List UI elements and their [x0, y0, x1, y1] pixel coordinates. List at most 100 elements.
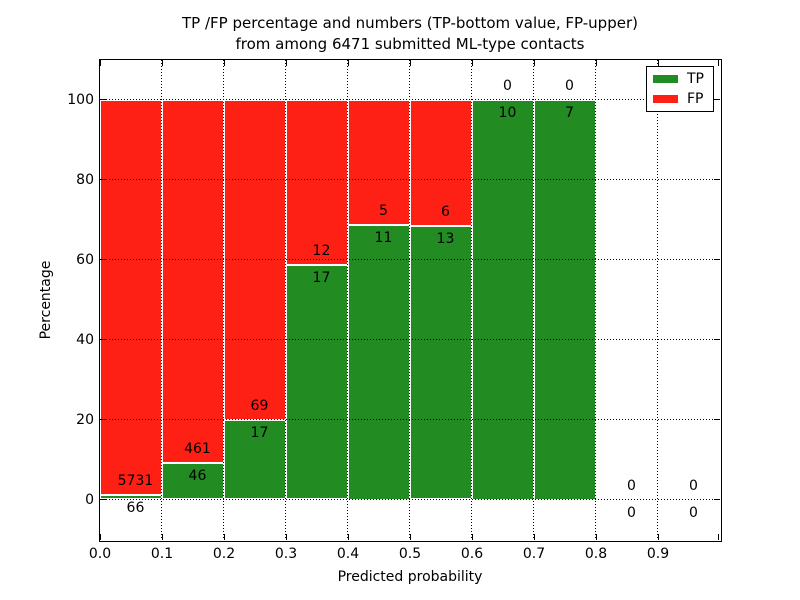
y-tick-mark	[99, 98, 106, 101]
y-tick-mark	[713, 258, 720, 261]
bar-count-label-fp: 0	[502, 77, 512, 94]
chart-title: TP /FP percentage and numbers (TP-bottom…	[182, 13, 638, 55]
gridline-vertical	[223, 59, 224, 540]
x-tick-label: 0.9	[646, 546, 670, 562]
bar-count-label-fp: 0	[564, 77, 574, 94]
x-tick-mark	[285, 533, 287, 540]
x-tick-mark	[161, 533, 163, 540]
chart-title-line2: from among 6471 submitted ML-type contac…	[235, 35, 585, 53]
bar-segment-fp	[161, 99, 224, 464]
x-tick-label: 0.7	[522, 546, 546, 562]
bar-count-label-tp: 10	[498, 104, 517, 121]
x-tick-mark	[533, 533, 535, 540]
gridline-vertical	[161, 59, 162, 540]
legend-entry: FP	[653, 92, 713, 106]
bar-segment-fp	[99, 99, 162, 495]
bar-segment-tp	[409, 225, 472, 500]
legend-swatch-fp	[653, 94, 678, 103]
legend-swatch-tp	[653, 75, 678, 84]
bar-count-label-tp: 0	[626, 504, 636, 521]
x-tick-mark	[471, 59, 473, 66]
x-tick-mark	[347, 533, 349, 540]
x-tick-label: 0.5	[398, 546, 422, 562]
x-tick-mark	[718, 59, 720, 66]
x-tick-mark	[347, 59, 349, 66]
y-tick-mark	[99, 498, 106, 501]
x-tick-mark	[161, 59, 163, 66]
y-tick-mark	[99, 258, 106, 261]
x-tick-mark	[285, 59, 287, 66]
bar-count-label-fp: 0	[688, 477, 698, 494]
x-tick-mark	[409, 59, 411, 66]
y-tick-mark	[713, 418, 720, 421]
y-tick-label: 0	[85, 492, 94, 508]
bar-count-label-tp: 7	[564, 104, 574, 121]
bar-segment-fp	[285, 99, 348, 266]
legend: TP FP	[646, 66, 714, 112]
gridline-vertical	[409, 59, 410, 540]
bar-count-label-fp: 5731	[117, 472, 154, 489]
y-tick-mark	[713, 338, 720, 341]
y-tick-label: 20	[76, 412, 94, 428]
bar-count-label-tp: 66	[126, 499, 145, 516]
legend-label: TP	[687, 71, 704, 88]
chart-title-line1: TP /FP percentage and numbers (TP-bottom…	[182, 14, 638, 32]
bar-count-label-tp: 17	[312, 270, 331, 287]
bar-count-label-fp: 5	[378, 202, 388, 219]
x-tick-label: 0.2	[212, 546, 236, 562]
y-tick-label: 60	[76, 252, 94, 268]
bar-segment-tp	[223, 420, 286, 500]
x-tick-mark	[533, 59, 535, 66]
bar-segment-tp	[285, 265, 348, 500]
bar-count-label-fp: 12	[312, 243, 331, 260]
gridline-vertical	[533, 59, 534, 540]
y-tick-label: 40	[76, 332, 94, 348]
x-tick-label: 0.4	[336, 546, 360, 562]
gridline-vertical	[657, 59, 658, 540]
x-tick-mark	[99, 59, 101, 66]
bar-segment-tp	[161, 463, 224, 500]
bar-count-label-fp: 6	[440, 203, 450, 220]
x-tick-mark	[409, 533, 411, 540]
y-axis-label: Percentage	[38, 260, 54, 340]
x-tick-mark	[595, 59, 597, 66]
x-tick-label: 0.0	[88, 546, 112, 562]
x-tick-label: 0.8	[584, 546, 608, 562]
y-tick-mark	[99, 418, 106, 421]
x-tick-label: 0.6	[460, 546, 484, 562]
x-tick-mark	[657, 533, 659, 540]
y-tick-mark	[99, 178, 106, 181]
y-tick-label: 100	[67, 92, 94, 108]
legend-label: FP	[687, 90, 704, 107]
y-tick-mark	[99, 338, 106, 341]
x-tick-mark	[471, 533, 473, 540]
plot-area: 5731 66 461 46 69 17 12 17 5 11 6 13 0 10 0 7 0 0 0 0	[98, 58, 722, 542]
bar-count-label-tp: 46	[188, 468, 207, 485]
gridline-vertical	[347, 59, 348, 540]
gridline-vertical	[285, 59, 286, 540]
bar-count-label-fp: 0	[626, 477, 636, 494]
y-tick-mark	[713, 98, 720, 101]
y-tick-mark	[713, 178, 720, 181]
bar-segment-tp	[347, 224, 410, 500]
gridline-vertical	[471, 59, 472, 540]
bar-count-label-tp: 11	[374, 229, 393, 246]
bar-count-label-tp: 13	[436, 230, 455, 247]
bar-count-label-fp: 461	[184, 441, 211, 458]
gridline-vertical	[595, 59, 596, 540]
x-axis-label: Predicted probability	[337, 569, 483, 585]
x-tick-mark	[595, 533, 597, 540]
bar-count-label-tp: 0	[688, 504, 698, 521]
y-tick-label: 80	[76, 172, 94, 188]
x-tick-mark	[223, 59, 225, 66]
x-tick-label: 0.1	[150, 546, 174, 562]
y-tick-mark	[713, 498, 720, 501]
x-tick-mark	[223, 533, 225, 540]
x-tick-mark	[718, 533, 720, 540]
bar-count-label-tp: 17	[250, 425, 269, 442]
x-tick-mark	[99, 533, 101, 540]
bar-segment-tp	[471, 99, 534, 500]
bar-count-label-fp: 69	[250, 398, 269, 415]
bar-segment-tp	[533, 99, 596, 500]
